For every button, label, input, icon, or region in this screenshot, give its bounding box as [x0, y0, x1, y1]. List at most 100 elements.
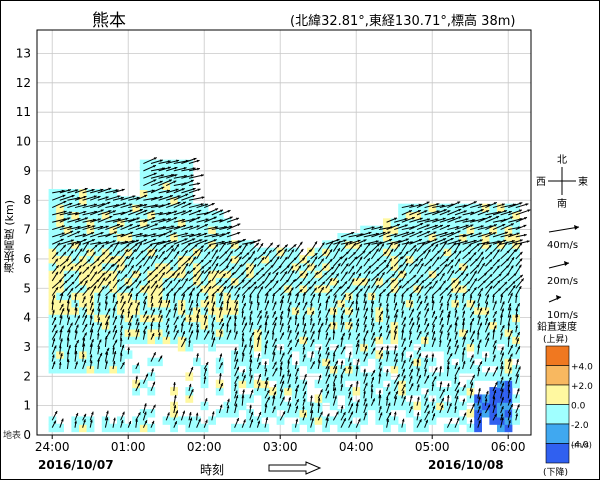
velocity-cell — [390, 247, 399, 257]
wind-vector-head — [67, 329, 71, 333]
wind-vector-head — [71, 194, 75, 198]
velocity-cell — [291, 335, 300, 345]
wind-vector-head — [302, 346, 306, 350]
velocity-cell — [299, 387, 308, 396]
velocity-cell — [497, 335, 505, 345]
velocity-cell — [314, 328, 323, 337]
velocity-cell — [329, 255, 338, 264]
wind-vector-head — [253, 281, 257, 285]
wind-vector-head — [439, 224, 443, 228]
wind-vector-head — [449, 418, 453, 422]
wind-vector-head — [501, 388, 504, 392]
wind-vector-head — [230, 243, 234, 247]
wind-vector-head — [205, 362, 209, 366]
wind-vector-head — [488, 244, 492, 248]
velocity-cell — [139, 299, 148, 308]
wind-vector-head — [76, 340, 79, 344]
velocity-cell — [208, 277, 216, 286]
velocity-cell — [284, 387, 292, 396]
wind-vector-head — [159, 159, 163, 163]
velocity-cell — [345, 416, 353, 425]
wind-vector-head — [273, 311, 276, 315]
wind-vector-head — [286, 265, 290, 269]
wind-vector-head — [496, 216, 500, 219]
velocity-cell — [208, 343, 216, 352]
velocity-cell — [428, 409, 437, 418]
wind-vector-head — [163, 257, 167, 261]
wind-vector-head — [221, 323, 224, 327]
velocity-cell — [86, 365, 95, 374]
wind-vector-head — [152, 217, 156, 220]
velocity-cell — [504, 401, 513, 411]
velocity-cell — [109, 335, 118, 345]
wind-vector-head — [234, 347, 237, 351]
wind-vector-head — [490, 266, 493, 270]
wind-vector-head — [430, 243, 434, 247]
velocity-cell — [352, 321, 361, 330]
wind-vector-head — [372, 369, 376, 373]
velocity-cell — [215, 321, 224, 330]
wind-vector-head — [405, 251, 409, 254]
velocity-cell — [231, 372, 239, 381]
wind-vector-head — [257, 301, 260, 305]
wind-vector-head — [348, 318, 352, 322]
wind-vector-head — [116, 264, 119, 268]
velocity-cell — [71, 335, 80, 345]
velocity-cell — [231, 379, 239, 389]
velocity-cell — [322, 306, 330, 315]
velocity-cell — [269, 409, 277, 418]
wind-vector-head — [510, 265, 514, 269]
velocity-cell — [246, 299, 254, 308]
station-coords: (北緯32.81°,東経130.71°,標高 38m) — [290, 14, 516, 29]
wind-vector-head — [297, 302, 300, 306]
wind-vector-head — [512, 285, 516, 289]
wind-vector-head — [241, 338, 245, 342]
wind-vector-head — [395, 352, 398, 356]
wind-vector-head — [188, 317, 192, 321]
wind-vector-head — [418, 353, 421, 357]
velocity-cell — [185, 291, 194, 301]
velocity-cell — [238, 423, 247, 433]
velocity-cell — [466, 409, 475, 418]
y-tick-label: 2 — [23, 369, 31, 383]
wind-vector-head — [132, 270, 136, 274]
wind-vector-head — [494, 413, 497, 417]
wind-vector-head — [469, 419, 473, 423]
wind-vector-head — [65, 258, 69, 262]
velocity-cell — [337, 306, 346, 315]
velocity-cell — [451, 394, 460, 403]
wind-vector-head — [307, 280, 311, 284]
velocity-cell — [451, 423, 460, 433]
velocity-cell — [466, 379, 475, 389]
velocity-cell — [322, 299, 330, 308]
wind-vector-head — [406, 287, 409, 291]
wind-vector-head — [241, 332, 245, 336]
wind-vector-head — [385, 397, 389, 401]
wind-vector-head — [190, 330, 194, 334]
wind-vector-head — [257, 382, 261, 386]
velocity-cell — [261, 387, 270, 396]
wind-vector-head — [290, 287, 294, 291]
wind-vector-head — [280, 361, 283, 365]
wind-vector-head — [399, 270, 403, 274]
wind-vector-head — [394, 396, 398, 400]
wind-vector-head — [273, 391, 276, 395]
wind-vector-head — [483, 280, 486, 284]
velocity-cell — [398, 306, 406, 315]
wind-vector-head — [351, 265, 355, 269]
wind-vector-head — [367, 258, 370, 262]
velocity-cell — [193, 299, 201, 308]
velocity-cell — [497, 321, 505, 330]
velocity-cell — [246, 255, 254, 264]
velocity-cell — [223, 335, 232, 345]
velocity-cell — [101, 269, 110, 279]
velocity-cell — [208, 262, 216, 271]
velocity-cell — [71, 365, 80, 374]
velocity-cell — [132, 321, 140, 330]
velocity-cell — [504, 343, 513, 352]
wind-vector-head — [200, 249, 203, 253]
wind-vector-head — [450, 259, 454, 263]
velocity-cell — [231, 357, 239, 367]
wind-vector-head — [462, 310, 466, 314]
wind-vector-head — [68, 294, 71, 298]
